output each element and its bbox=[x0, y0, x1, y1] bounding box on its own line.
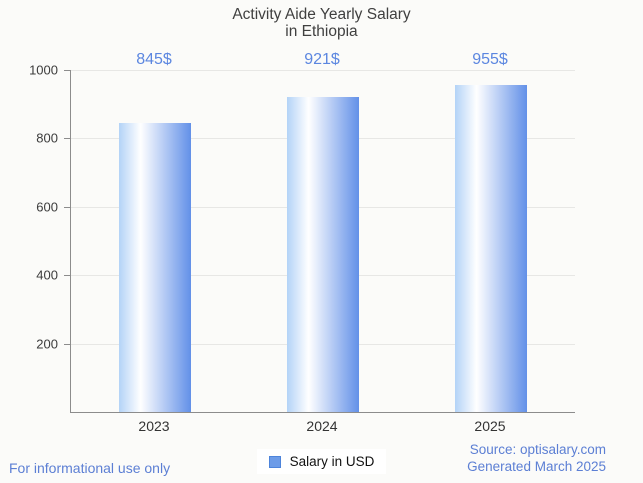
source-text: Source: optisalary.com bbox=[469, 442, 606, 457]
bar-value-label-2025: 955$ bbox=[472, 51, 508, 68]
y-tick-label: 600 bbox=[36, 199, 58, 215]
legend-box: Salary in USD bbox=[256, 449, 387, 474]
y-tick-mark bbox=[64, 275, 71, 277]
x-tick-label-2025: 2025 bbox=[474, 418, 506, 434]
plot-area: 200 400 600 800 1000 bbox=[29, 63, 575, 413]
gridline bbox=[71, 70, 575, 71]
bars-container bbox=[71, 70, 575, 412]
bar-slot-2023 bbox=[71, 70, 239, 412]
bar-value-labels: 845$ 921$ 955$ bbox=[70, 51, 574, 69]
chart-title: Activity Aide Yearly Salary in Ethiopia bbox=[0, 6, 643, 40]
bar-2025 bbox=[455, 85, 527, 412]
legend-label: Salary in USD bbox=[289, 454, 375, 469]
y-tick-label: 800 bbox=[36, 130, 58, 146]
legend: Salary in USD bbox=[0, 449, 643, 474]
source-info: Source: optisalary.com Generated March 2… bbox=[467, 441, 606, 475]
bar-slot-2024 bbox=[239, 70, 407, 412]
chart-title-line2: in Ethiopia bbox=[285, 23, 358, 40]
bar-slot-2025 bbox=[407, 70, 575, 412]
y-tick-mark bbox=[64, 206, 71, 208]
y-tick-label: 400 bbox=[36, 267, 58, 283]
y-tick-label: 1000 bbox=[29, 62, 58, 78]
y-tick-mark bbox=[64, 138, 71, 140]
bar-2023 bbox=[119, 123, 191, 412]
legend-swatch-icon bbox=[268, 455, 281, 468]
bar-value-label-2023: 845$ bbox=[136, 51, 172, 68]
bar-2024 bbox=[287, 97, 359, 412]
x-axis-labels: 2023 2024 2025 bbox=[70, 418, 574, 434]
x-tick-label-2023: 2023 bbox=[138, 418, 170, 434]
y-tick-mark bbox=[64, 343, 71, 345]
x-tick-label-2024: 2024 bbox=[306, 418, 338, 434]
disclaimer-text: For informational use only bbox=[9, 460, 171, 476]
chart-title-line1: Activity Aide Yearly Salary bbox=[232, 6, 411, 23]
generated-text: Generated March 2025 bbox=[467, 459, 606, 474]
bar-value-label-2024: 921$ bbox=[304, 51, 340, 68]
y-tick-label: 200 bbox=[36, 336, 58, 352]
y-tick-mark bbox=[64, 70, 71, 71]
